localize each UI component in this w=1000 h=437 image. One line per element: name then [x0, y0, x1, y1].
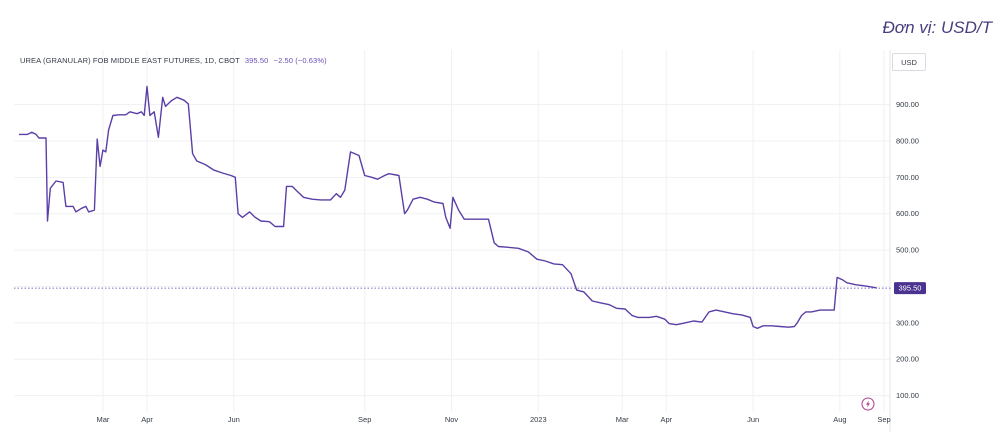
chart-panel[interactable]: 100.00200.00300.00400.00500.00600.00700.… [14, 50, 996, 432]
y-tick-label: 900.00 [896, 100, 919, 109]
x-tick-label: Sep [877, 415, 890, 424]
y-tick-label: 100.00 [896, 391, 919, 400]
legend-change: −2.50 (−0.63%) [273, 56, 327, 65]
x-tick-label: Nov [445, 415, 459, 424]
x-tick-label: Jun [747, 415, 759, 424]
y-axis[interactable]: 100.00200.00300.00400.00500.00600.00700.… [896, 100, 919, 400]
legend-symbol: UREA (GRANULAR) FOB MIDDLE EAST FUTURES,… [20, 56, 240, 65]
x-tick-label: Aug [833, 415, 846, 424]
y-tick-label: 300.00 [896, 318, 919, 327]
y-tick-label: 500.00 [896, 246, 919, 255]
x-tick-label: 2023 [530, 415, 547, 424]
x-tick-label: Apr [660, 415, 672, 424]
y-tick-label: 600.00 [896, 209, 919, 218]
unit-note: Đơn vị: USD/T [882, 18, 992, 37]
price-tag-label: 395.50 [899, 284, 922, 293]
x-tick-label: Jun [228, 415, 240, 424]
x-axis[interactable]: Mar Apr Jun Sep Nov 2023 Mar Apr Jun Aug Sep [96, 415, 890, 424]
currency-selector[interactable]: USD [892, 53, 926, 71]
chart-legend[interactable]: UREA (GRANULAR) FOB MIDDLE EAST FUTURES,… [20, 56, 327, 65]
x-tick-label: Sep [358, 415, 371, 424]
y-tick-label: 800.00 [896, 136, 919, 145]
x-tick-label: Mar [616, 415, 629, 424]
lightning-icon[interactable] [861, 397, 875, 411]
x-tick-label: Apr [141, 415, 153, 424]
x-tick-label: Mar [96, 415, 109, 424]
price-tag: 395.50 [894, 282, 926, 295]
legend-last-value: 395.50 [244, 56, 269, 65]
y-tick-label: 200.00 [896, 355, 919, 364]
series-line [19, 85, 878, 329]
price-chart[interactable]: 100.00200.00300.00400.00500.00600.00700.… [14, 50, 996, 432]
y-tick-label: 700.00 [896, 173, 919, 182]
